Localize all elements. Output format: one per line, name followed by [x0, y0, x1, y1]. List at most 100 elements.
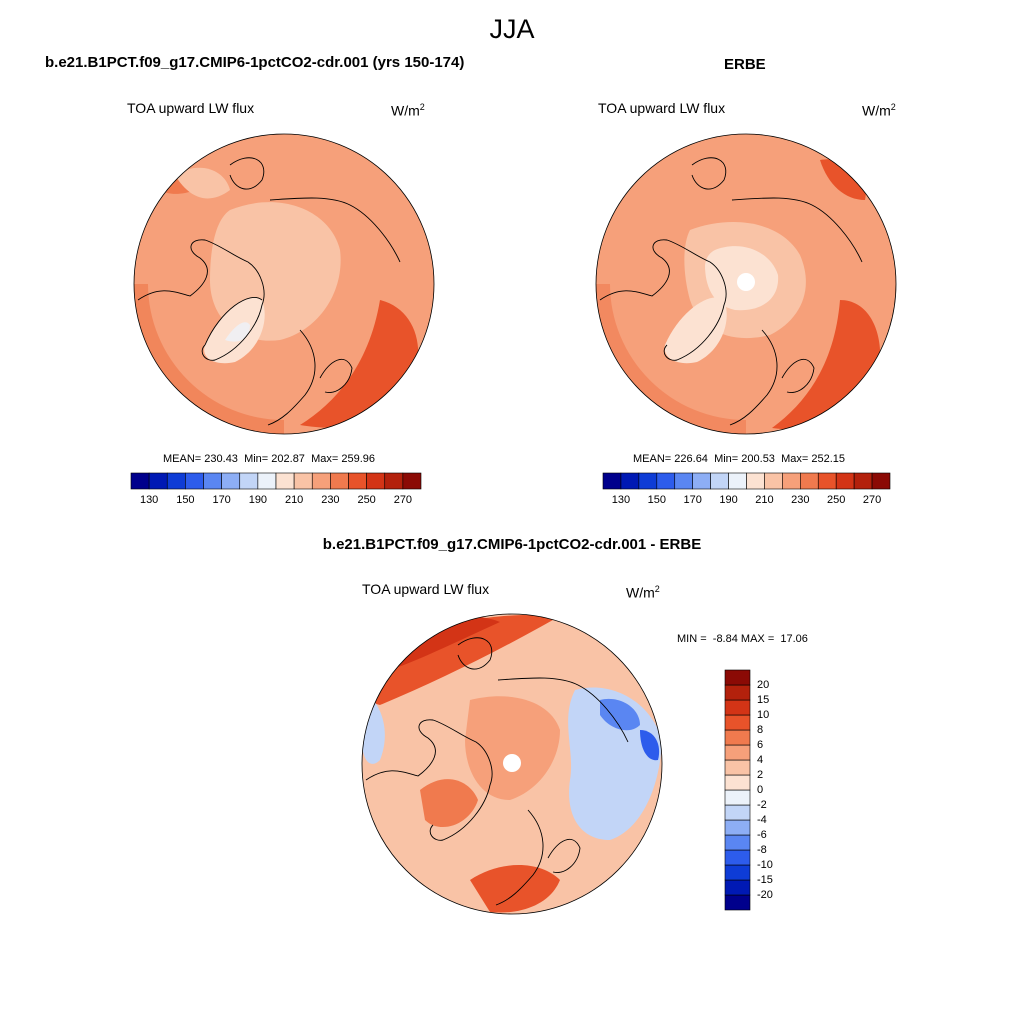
panel3-colorbar-tick: -2	[757, 799, 767, 811]
panel1-colorbar-box	[293, 472, 313, 490]
panel1-colorbar-box	[384, 472, 404, 490]
panel3-colorbar-tick: 4	[757, 754, 764, 766]
panel2-colorbar-box	[638, 472, 658, 490]
panel3-cold-patch-b	[640, 730, 660, 761]
panel3-colorbar-box	[724, 759, 751, 776]
panel1-colorbar-box	[402, 472, 422, 490]
panel3-cold-patch-a	[600, 698, 640, 731]
panel1-case-title: b.e21.B1PCT.f09_g17.CMIP6-1pctCO2-cdr.00…	[45, 54, 465, 71]
panel3-colorbar-box	[724, 774, 751, 791]
panel3-warm-europe	[470, 865, 560, 913]
panel2-colorbar-box	[817, 472, 837, 490]
panel1-colorbar-box	[221, 472, 241, 490]
panel1-colorbar	[130, 472, 422, 490]
panel3-units-label: W/m2	[626, 584, 660, 601]
panel2-colorbar-box	[782, 472, 801, 490]
panel2-colorbar-tick: 230	[791, 494, 810, 506]
panel1-colorbar-tick: 170	[212, 494, 231, 506]
panel2-map-border	[595, 133, 897, 435]
panel1-colorbar-tick: 270	[393, 494, 413, 506]
panel2-colorbar-box	[871, 472, 891, 490]
panel3-colorbar-tick: 10	[757, 709, 770, 721]
panel3-colorbar-tick: 0	[757, 784, 764, 796]
panel2-colorbar-box	[674, 472, 693, 490]
panel2-coastlines	[599, 157, 863, 426]
panel3-central-warm	[465, 696, 560, 800]
panel3-greenland-warm	[420, 779, 478, 828]
panel2-colorbar-box	[710, 472, 729, 490]
panel1-map-border	[133, 133, 435, 435]
panel2-polar-map	[596, 134, 896, 434]
panel2-colorbar-box	[656, 472, 676, 490]
panel2-stats: MEAN= 226.64 Min= 200.53 Max= 252.15	[633, 453, 845, 465]
panel1-colorbar-box	[366, 472, 386, 490]
panel1-colorbar-tick: 210	[284, 494, 304, 506]
panel3-colorbar-tick: 6	[757, 739, 764, 751]
panel3-map-border	[361, 613, 663, 915]
panel1-cool-patch	[175, 167, 230, 199]
panel1-colorbar-tick: 190	[248, 494, 268, 506]
panel3-colorbar-box	[724, 699, 751, 716]
panel3-colorbar-box	[724, 804, 751, 821]
panel2-colorbar-tick: 150	[647, 494, 666, 506]
panel3-colorbar-box	[724, 729, 751, 746]
panel1-colorbar-box	[148, 472, 168, 490]
panel3-colorbar-box	[724, 684, 751, 701]
panel1-colorbar-box	[166, 472, 186, 490]
panel3-colorbar-tick: -8	[757, 844, 767, 856]
panel1-colorbar-tick: 130	[139, 494, 159, 506]
panel2-colorbar-box	[620, 472, 640, 490]
panel2-colorbar-tick: 270	[862, 494, 882, 506]
panel3-polar-map	[362, 614, 662, 914]
panel3-colorbar-box	[724, 669, 751, 686]
panel2-colorbar-box	[800, 472, 819, 490]
panel3-colorbar-tick: -20	[757, 889, 773, 901]
panel3-warm-pacific	[362, 614, 560, 705]
panel1-colorbar-box	[257, 472, 277, 490]
panel2-colorbar-tick: 170	[683, 494, 702, 506]
panel3-colorbar-box	[724, 894, 751, 911]
panel2-colorbar-box	[835, 472, 855, 490]
panel2-greenland-fill	[664, 297, 727, 364]
panel3-colorbar-tick: -4	[757, 814, 767, 826]
panel1-coastlines	[137, 157, 401, 426]
panel1-colorbar-box	[203, 472, 222, 490]
panel2-colorbar-box	[764, 472, 783, 490]
panel3-coastlines	[365, 637, 629, 906]
panel3-colorbar-box	[724, 714, 751, 731]
panel1-warm-rim	[134, 284, 284, 434]
panel2-colorbar-box	[746, 472, 765, 490]
panel2-colorbar	[602, 472, 891, 490]
panel3-colorbar-box	[724, 819, 751, 836]
panel1-colorbar-box	[185, 472, 204, 490]
panel2-colorbar-tick: 210	[755, 494, 774, 506]
season-title: JJA	[489, 14, 535, 44]
panel3-colorbar-box	[724, 849, 751, 866]
panel2-colorbar-tick: 250	[827, 494, 846, 506]
panel3-colorbar-box	[724, 879, 751, 896]
panel1-colorbar-box	[130, 472, 150, 490]
panel2-case-title: ERBE	[724, 56, 766, 73]
panel1-colorbar-box	[348, 472, 367, 490]
panel2-colorbar-tick: 190	[719, 494, 738, 506]
panel3-colorbar-box	[724, 834, 751, 851]
panel2-colorbar-box	[728, 472, 747, 490]
panel3-colorbar	[724, 669, 751, 911]
panel1-colorbar-box	[311, 472, 331, 490]
panel2-units-label: W/m2	[862, 102, 896, 119]
panel3-colorbar-tick: -10	[757, 859, 773, 871]
panel2-colorbar-box	[602, 472, 622, 490]
panel3-colorbar-tick: -15	[757, 874, 773, 886]
panel3-colorbar-box	[724, 789, 751, 806]
panel1-colorbar-box	[239, 472, 259, 490]
panel1-greenland-core	[225, 322, 250, 342]
panel3-stats: MIN = -8.84 MAX = 17.06	[677, 633, 808, 645]
panel3-colorbar-tick: 20	[757, 679, 770, 691]
panel3-colorbar-box	[724, 744, 751, 761]
panel3-colorbar-tick: 8	[757, 724, 764, 736]
panel1-stats: MEAN= 230.43 Min= 202.87 Max= 259.96	[163, 453, 375, 465]
panel2-colorbar-tick: 130	[611, 494, 631, 506]
panel3-pole-hole	[503, 754, 521, 772]
panel1-colorbar-tick: 150	[176, 494, 195, 506]
